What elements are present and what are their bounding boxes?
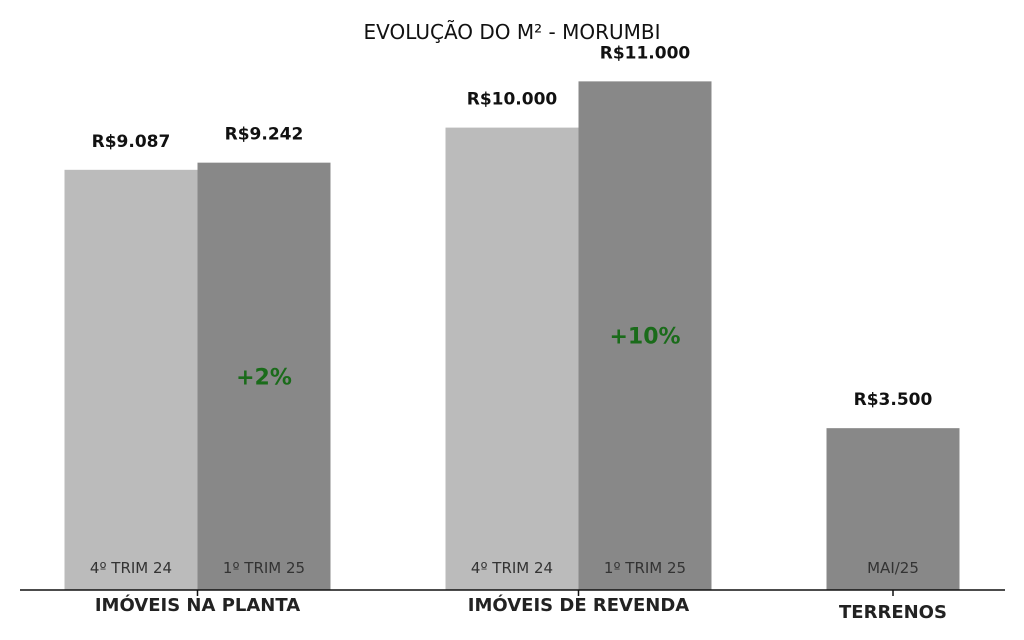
bar [445, 127, 579, 590]
bar-value-label: R$9.242 [225, 125, 304, 145]
bar-period-label: 4º TRIM 24 [90, 559, 172, 577]
bar-period-label: 4º TRIM 24 [471, 559, 553, 577]
category-label: IMÓVEIS NA PLANTA [95, 594, 300, 616]
bar-value-label: R$3.500 [854, 390, 933, 410]
category-label: IMÓVEIS DE REVENDA [468, 594, 689, 616]
bars-layer [64, 81, 960, 590]
bar-period-label: MAI/25 [867, 559, 919, 577]
growth-annotation: +10% [609, 325, 680, 350]
bar [826, 428, 960, 590]
bar [64, 169, 198, 590]
bar-period-label: 1º TRIM 25 [223, 559, 305, 577]
bar [578, 81, 712, 590]
bar [197, 162, 331, 590]
category-label: TERRENOS [839, 602, 947, 623]
labels-layer: R$9.087 4º TRIM 24 R$9.242 1º TRIM 25 IMÓVEI… [90, 43, 947, 623]
bar-value-label: R$10.000 [467, 90, 558, 110]
bar-value-label: R$11.000 [600, 43, 691, 63]
growth-annotation: +2% [236, 365, 292, 390]
bar-period-label: 1º TRIM 25 [604, 559, 686, 577]
bar-value-label: R$9.087 [92, 132, 171, 152]
chart-title: EVOLUÇÃO DO M² - MORUMBI [363, 20, 660, 44]
